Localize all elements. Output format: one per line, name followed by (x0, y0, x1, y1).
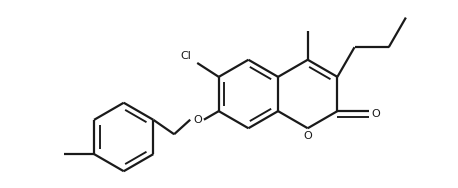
Text: O: O (303, 131, 312, 141)
Text: O: O (193, 115, 202, 125)
Text: Cl: Cl (180, 51, 191, 61)
Text: O: O (371, 109, 380, 119)
